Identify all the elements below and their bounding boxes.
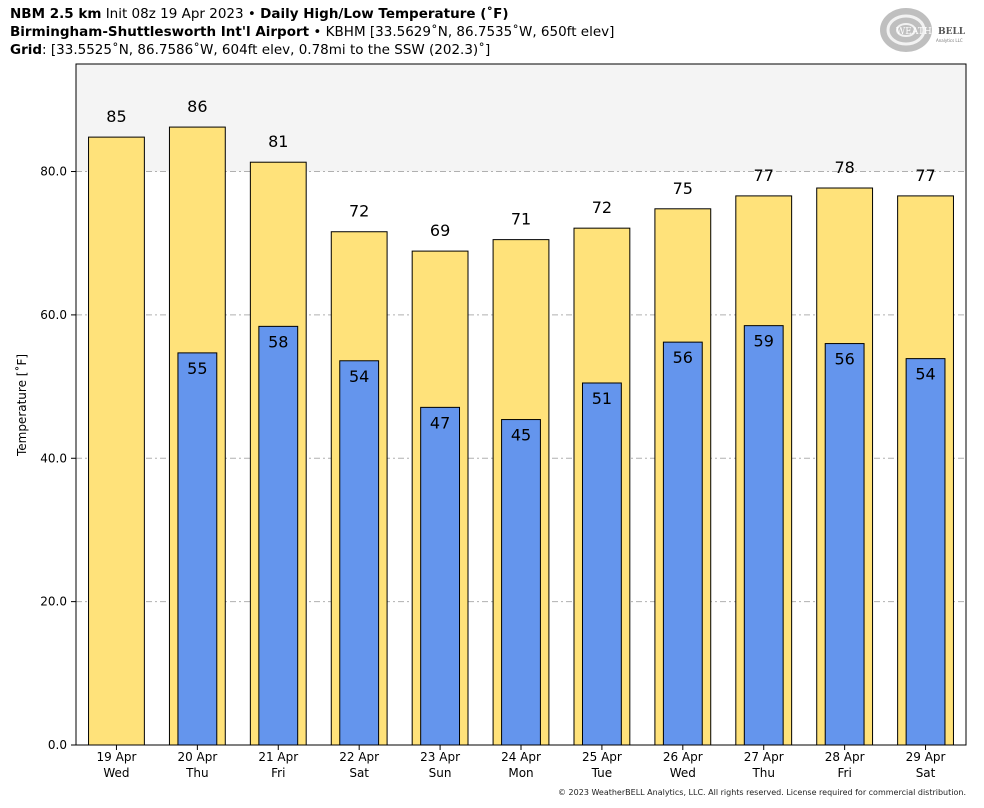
axes: 0.0 20.0 40.0 60.0 80.0 19 Apr Wed 20 Apr Thu 21 … xyxy=(40,63,967,780)
product-title: Daily High/Low Temperature (˚F) xyxy=(260,6,509,22)
high-temp-label: 81 xyxy=(268,132,288,151)
y-tick-label: 60.0 xyxy=(40,308,67,322)
x-tick-date: 20 Apr xyxy=(177,750,217,764)
low-temp-bar xyxy=(662,341,703,746)
low-temp-bar xyxy=(824,343,865,746)
low-temp-bar xyxy=(339,360,380,746)
copyright-notice: © 2023 WeatherBELL Analytics, LLC. All r… xyxy=(558,788,966,797)
low-temp-label: 47 xyxy=(430,413,450,432)
high-temp-label: 69 xyxy=(430,221,450,240)
y-tick-label: 80.0 xyxy=(40,165,67,179)
header-line-1: NBM 2.5 km Init 08z 19 Apr 2023 • Daily … xyxy=(10,5,509,23)
x-tick-day: Wed xyxy=(103,766,129,780)
model-name: NBM 2.5 km xyxy=(10,6,102,22)
x-tick-date: 24 Apr xyxy=(501,750,541,764)
high-temp-label: 86 xyxy=(187,97,207,116)
high-temp-label: 85 xyxy=(106,107,126,126)
low-temp-label: 59 xyxy=(754,332,774,351)
low-temp-label: 56 xyxy=(834,350,854,369)
high-temp-label: 71 xyxy=(511,210,531,229)
logo-text-bold: BELL xyxy=(938,27,966,37)
station-name: Birmingham-Shuttlesworth Int'l Airport xyxy=(10,24,310,40)
x-tick-day: Thu xyxy=(185,766,209,780)
bullet-separator: • xyxy=(247,6,256,22)
bars xyxy=(88,126,954,746)
high-temp-label: 72 xyxy=(349,202,369,221)
x-tick-date: 21 Apr xyxy=(258,750,298,764)
low-temp-bar xyxy=(501,419,541,746)
low-temp-bar xyxy=(177,352,218,746)
y-tick-label: 0.0 xyxy=(48,738,67,752)
x-tick-date: 27 Apr xyxy=(744,750,784,764)
header-line-3: Grid: [33.5525˚N, 86.7586˚W, 604ft elev,… xyxy=(10,41,490,59)
x-tick-date: 23 Apr xyxy=(420,750,460,764)
low-temp-label: 54 xyxy=(349,367,369,386)
low-temp-label: 45 xyxy=(511,426,531,445)
weatherbell-logo: WEATHER BELL Analytics LLC xyxy=(880,8,966,52)
x-tick-day: Mon xyxy=(508,766,533,780)
high-temp-label: 77 xyxy=(754,166,774,185)
high-temp-label: 72 xyxy=(592,198,612,217)
high-temp-label: 78 xyxy=(834,158,854,177)
low-temp-label: 54 xyxy=(915,365,935,384)
y-tick-label: 20.0 xyxy=(40,595,67,609)
low-temp-bar xyxy=(258,325,299,746)
high-temp-label: 77 xyxy=(915,166,935,185)
x-tick-day: Thu xyxy=(751,766,775,780)
high-temp-label: 75 xyxy=(673,179,693,198)
low-temp-label: 56 xyxy=(673,348,693,367)
low-temp-bar xyxy=(581,382,622,746)
plot-frame xyxy=(75,63,967,746)
low-temp-bar xyxy=(420,406,461,746)
x-tick-date: 22 Apr xyxy=(339,750,379,764)
x-tick-day: Tue xyxy=(591,766,613,780)
x-tick-day: Fri xyxy=(271,766,285,780)
x-tick-day: Sat xyxy=(349,766,369,780)
x-tick-date: 25 Apr xyxy=(582,750,622,764)
x-tick-date: 28 Apr xyxy=(825,750,865,764)
x-tick-day: Fri xyxy=(837,766,851,780)
logo-text-main: WEATHER xyxy=(896,27,945,37)
x-tick-day: Sun xyxy=(429,766,452,780)
bullet-separator: • xyxy=(313,24,322,40)
logo-text-sub: Analytics LLC xyxy=(936,38,963,43)
grid-info: : [33.5525˚N, 86.7586˚W, 604ft elev, 0.7… xyxy=(42,42,491,58)
x-tick-date: 29 Apr xyxy=(906,750,946,764)
low-temp-label: 58 xyxy=(268,332,288,351)
header-line-2: Birmingham-Shuttlesworth Int'l Airport •… xyxy=(10,23,614,41)
low-temp-label: 55 xyxy=(187,359,207,378)
y-axis-label: Temperature [˚F] xyxy=(14,354,29,457)
x-tick-day: Wed xyxy=(670,766,696,780)
init-time: Init 08z 19 Apr 2023 xyxy=(105,6,244,22)
station-info: KBHM [33.5629˚N, 86.7535˚W, 650ft elev] xyxy=(325,24,615,40)
low-temp-label: 51 xyxy=(592,389,612,408)
y-tick-label: 40.0 xyxy=(40,451,67,465)
x-tick-date: 26 Apr xyxy=(663,750,703,764)
x-tick-date: 19 Apr xyxy=(97,750,137,764)
low-temp-bar xyxy=(743,325,784,746)
high-temp-bar xyxy=(88,136,145,746)
x-tick-day: Sat xyxy=(916,766,936,780)
low-temp-bar xyxy=(905,358,946,746)
grid-label: Grid xyxy=(10,42,43,58)
value-labels: 85 86 55 81 58 72 54 69 47 71 45 72 51 75 56 77 59 78 56 77… xyxy=(106,97,935,444)
